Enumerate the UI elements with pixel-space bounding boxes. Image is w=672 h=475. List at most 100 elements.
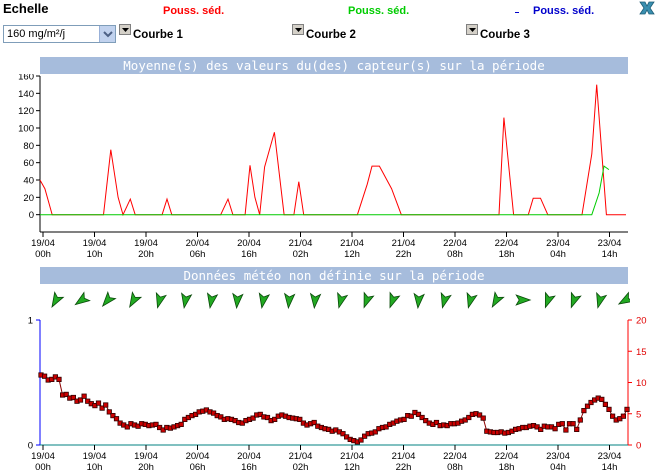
- right-y-tick-label: 15: [636, 347, 647, 358]
- x-tick-time: 04h: [550, 249, 566, 260]
- curve3-title: Pouss. séd.: [533, 5, 595, 17]
- x-tick-time: 20h: [138, 249, 154, 260]
- wind-arrow-icon: [570, 291, 582, 309]
- x-tick-date: 21/04: [392, 238, 416, 249]
- x-tick-time: 00h: [35, 462, 51, 473]
- data-point: [153, 421, 159, 427]
- data-point: [63, 391, 69, 397]
- x-tick-time: 10h: [87, 249, 103, 260]
- data-point: [538, 426, 544, 432]
- x-tick-date: 20/04: [186, 451, 210, 462]
- x-tick-time: 06h: [190, 249, 206, 260]
- data-point: [606, 406, 612, 412]
- data-point: [81, 393, 87, 399]
- wind-arrow-icon: [206, 292, 219, 310]
- x-tick-date: 21/04: [289, 451, 313, 462]
- x-tick-time: 20h: [138, 462, 154, 473]
- left-y-tick-label: 1: [28, 316, 33, 327]
- x-tick-time: 22h: [396, 462, 412, 473]
- y-tick-label: 160: [18, 74, 34, 83]
- data-point: [610, 413, 616, 419]
- y-tick-label: 80: [23, 141, 34, 152]
- data-point: [340, 431, 346, 437]
- x-tick-date: 23/04: [598, 451, 622, 462]
- data-point: [110, 413, 116, 419]
- data-point: [311, 419, 317, 426]
- left-y-tick-label: 0: [28, 441, 33, 452]
- series-line-1: [39, 84, 626, 217]
- wind-arrow-icon: [155, 291, 167, 309]
- data-point: [624, 406, 630, 412]
- data-point: [581, 408, 587, 414]
- y-tick-label: 60: [23, 158, 34, 169]
- x-tick-time: 00h: [35, 249, 51, 260]
- x-tick-date: 21/04: [289, 238, 313, 249]
- data-point: [559, 421, 565, 427]
- x-tick-date: 21/04: [340, 238, 364, 249]
- x-tick-time: 08h: [447, 462, 463, 473]
- wind-arrow-icon: [337, 291, 349, 309]
- series-line-2: [40, 165, 610, 216]
- wind-arrow-icon: [413, 292, 425, 310]
- curve1-dropdown-button[interactable]: [119, 24, 131, 35]
- data-point: [480, 415, 486, 421]
- wind-arrow-icon: [309, 292, 322, 310]
- x-tick-date: 22/04: [443, 451, 467, 462]
- close-icon[interactable]: [638, 0, 656, 16]
- x-tick-time: 12h: [344, 462, 360, 473]
- x-tick-date: 21/04: [392, 451, 416, 462]
- x-tick-time: 02h: [293, 249, 309, 260]
- wind-arrow-icon: [129, 291, 143, 308]
- x-tick-date: 19/04: [83, 238, 107, 249]
- data-point: [563, 427, 569, 433]
- curve1-title: Pouss. séd.: [163, 5, 225, 17]
- data-point: [584, 403, 591, 409]
- y-tick-label: 120: [18, 106, 34, 117]
- curve2-label: Courbe 2: [306, 29, 356, 41]
- x-tick-time: 16h: [241, 462, 257, 473]
- x-tick-date: 20/04: [237, 451, 261, 462]
- wind-arrow-icon: [389, 291, 401, 309]
- right-y-tick-label: 20: [636, 316, 647, 327]
- data-point: [358, 437, 364, 443]
- x-tick-time: 10h: [87, 462, 103, 473]
- x-tick-time: 22h: [396, 249, 412, 260]
- y-tick-label: 140: [18, 89, 34, 100]
- x-tick-date: 23/04: [598, 238, 622, 249]
- data-point: [264, 414, 271, 421]
- data-point: [570, 421, 576, 427]
- x-tick-date: 19/04: [31, 451, 55, 462]
- x-tick-date: 19/04: [31, 238, 55, 249]
- data-point: [415, 411, 422, 417]
- data-point: [70, 394, 76, 401]
- meteo-title-banner: Données météo non définie sur la période: [40, 267, 628, 284]
- scale-select[interactable]: 160 mg/m²/j: [3, 25, 116, 43]
- x-tick-date: 20/04: [237, 238, 261, 249]
- right-y-tick-label: 0: [636, 441, 641, 452]
- meteo-line-chart: 010510152019/0400h19/0410h19/0420h20/040…: [28, 316, 647, 474]
- data-point: [599, 396, 605, 402]
- x-tick-date: 21/04: [340, 451, 364, 462]
- right-y-tick-label: 10: [636, 378, 647, 389]
- x-tick-time: 06h: [190, 462, 206, 473]
- x-tick-date: 22/04: [495, 238, 519, 249]
- data-point: [401, 416, 407, 422]
- curve3-dropdown-button[interactable]: [466, 24, 478, 35]
- y-tick-label: 0: [29, 210, 34, 221]
- wind-arrow-icon: [101, 291, 117, 308]
- data-point: [419, 414, 425, 421]
- wind-arrow-icon: [232, 292, 244, 310]
- data-point: [42, 373, 48, 379]
- data-point: [178, 421, 184, 427]
- wind-arrow-icon: [181, 292, 193, 310]
- x-tick-date: 23/04: [546, 238, 570, 249]
- data-point: [113, 416, 120, 422]
- wind-arrow-icon: [51, 291, 65, 308]
- curve2-dropdown-button[interactable]: [292, 24, 304, 35]
- wind-arrow-icon: [440, 291, 452, 309]
- wind-arrow-icon: [466, 291, 478, 309]
- chevron-down-icon[interactable]: [99, 26, 115, 42]
- x-tick-time: 18h: [499, 462, 515, 473]
- y-tick-label: 100: [18, 124, 34, 135]
- x-tick-date: 19/04: [83, 451, 107, 462]
